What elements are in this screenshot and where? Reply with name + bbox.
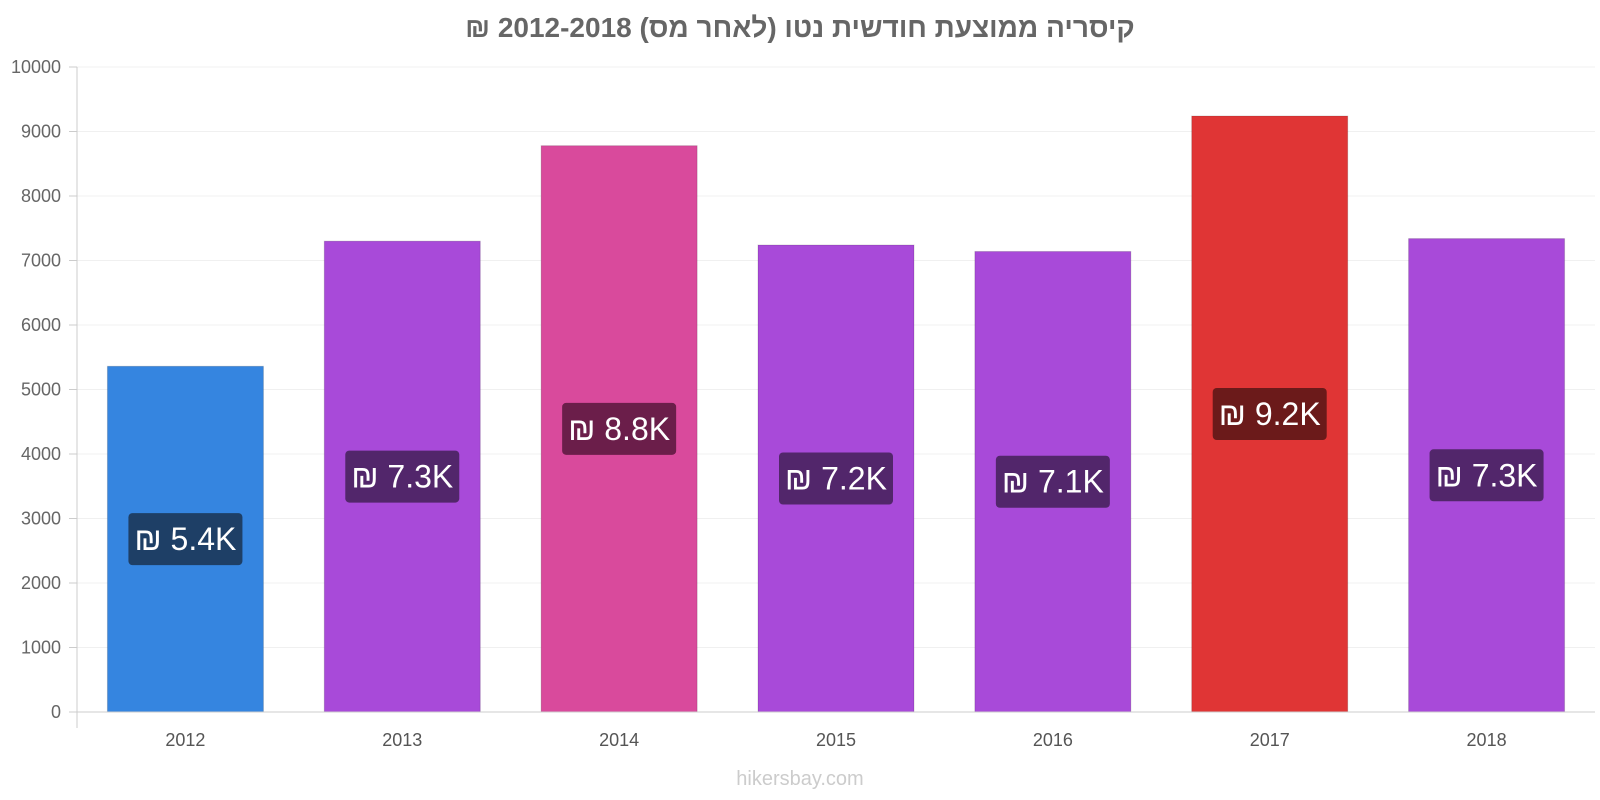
x-tick-label: 2016 [1033, 730, 1073, 750]
data-label-box [1212, 388, 1327, 441]
watermark: hikersbay.com [736, 768, 864, 790]
y-tick-label: 5000 [21, 380, 61, 400]
y-tick-label: 1000 [21, 638, 61, 658]
y-tick-label: 7000 [21, 251, 61, 271]
x-tick-label: 2018 [1467, 730, 1507, 750]
bars [106, 115, 1566, 713]
data-label-box [779, 452, 893, 505]
data-labels: ₪ 5.4K ₪ 7.3K ₪ 8.8K ₪ 7.2K ₪ 7.1K ₪ 9.2K ₪ 7.… [128, 388, 1544, 566]
x-tick-label: 2013 [382, 730, 422, 750]
data-label-box [1429, 449, 1544, 502]
data-label: ₪ 9.2K [1219, 396, 1321, 432]
data-label-box [995, 455, 1110, 508]
data-label-box [128, 513, 243, 566]
x-tick-label: 2012 [165, 730, 205, 750]
y-tick-label: 9000 [21, 122, 61, 142]
y-tick-label: 3000 [21, 509, 61, 529]
x-tick-label: 2014 [599, 730, 639, 750]
data-label: ₪ 7.3K [351, 459, 453, 495]
data-label-box [562, 402, 677, 455]
data-label: ₪ 8.8K [568, 411, 670, 447]
x-tick-label: 2017 [1250, 730, 1290, 750]
data-label: ₪ 7.1K [1002, 464, 1104, 500]
y-tick-label: 10000 [11, 57, 61, 77]
y-tick-label: 6000 [21, 315, 61, 335]
chart-title: קיסריה ממוצעת חודשית נטו (לאחר מס) 2012-… [465, 12, 1135, 43]
y-tick-label: 8000 [21, 186, 61, 206]
y-axis-ticks: 0 1000 2000 3000 4000 5000 6000 7000 8000 9000 100… [11, 57, 77, 722]
data-label: ₪ 5.4K [134, 521, 236, 557]
data-label: ₪ 7.2K [785, 461, 887, 497]
data-label: ₪ 7.3K [1436, 457, 1538, 493]
x-axis-ticks: 2012 2013 2014 2015 2016 2017 2018 [165, 730, 1506, 750]
y-tick-label: 0 [51, 702, 61, 722]
y-tick-label: 2000 [21, 573, 61, 593]
x-tick-label: 2015 [816, 730, 856, 750]
y-tick-label: 4000 [21, 444, 61, 464]
data-label-box [345, 450, 460, 503]
